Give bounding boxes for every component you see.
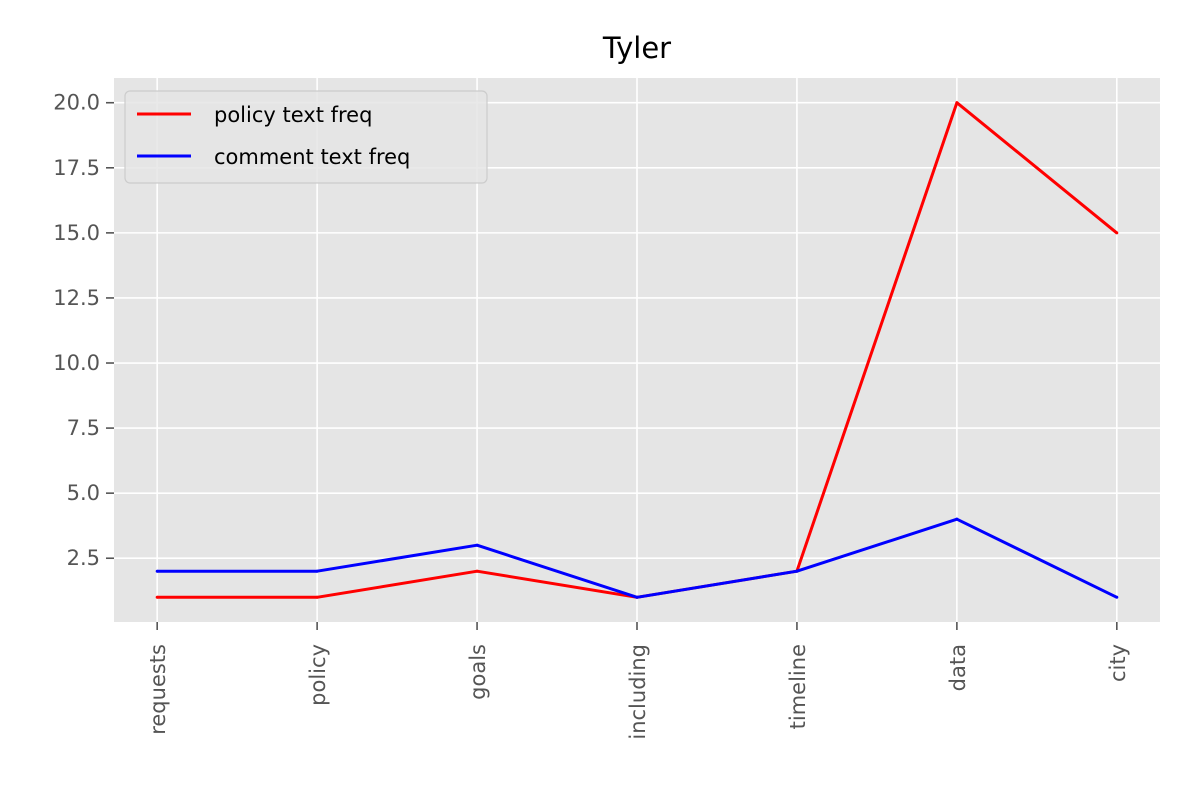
- x-tick-label: goals: [466, 644, 490, 700]
- axes: requests policy goals including timeline data…: [53, 91, 1130, 740]
- data-point: [955, 101, 959, 105]
- legend-box: [124, 90, 488, 184]
- data-point: [795, 569, 799, 573]
- x-tick-label: timeline: [786, 644, 810, 729]
- data-point: [315, 569, 319, 573]
- y-tick-label: 17.5: [53, 156, 100, 180]
- data-point: [315, 595, 319, 599]
- data-point: [1115, 231, 1119, 235]
- legend-label: policy text freq: [214, 103, 372, 127]
- legend-label: comment text freq: [214, 145, 410, 169]
- y-tick-label: 12.5: [53, 286, 100, 310]
- y-tick-label: 10.0: [53, 351, 100, 375]
- x-tick-label: requests: [146, 644, 170, 735]
- data-point: [155, 595, 159, 599]
- data-point: [1115, 595, 1119, 599]
- x-tick-label: including: [626, 644, 650, 740]
- data-point: [475, 569, 479, 573]
- data-point: [635, 595, 639, 599]
- data-point: [955, 517, 959, 521]
- x-tick-label: data: [946, 644, 970, 691]
- y-tick-label: 20.0: [53, 91, 100, 115]
- x-tick-label: policy: [306, 644, 330, 706]
- series-lines: [155, 101, 1119, 599]
- x-tick-label: city: [1106, 644, 1130, 682]
- y-tick-label: 15.0: [53, 221, 100, 245]
- chart-title: Tyler: [602, 31, 671, 65]
- data-point: [155, 569, 159, 573]
- y-tick-label: 7.5: [67, 416, 100, 440]
- legend: policy text freq comment text freq: [124, 90, 488, 184]
- y-tick-label: 5.0: [67, 481, 100, 505]
- y-tick-label: 2.5: [67, 546, 100, 570]
- data-point: [475, 543, 479, 547]
